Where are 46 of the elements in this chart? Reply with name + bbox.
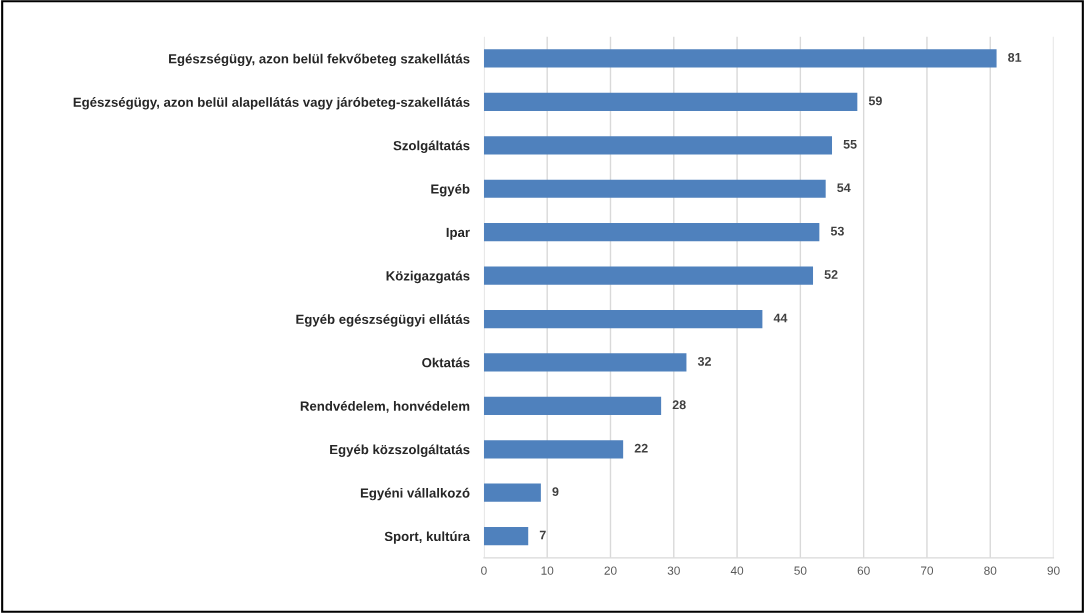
x-tick-label: 40 bbox=[730, 566, 744, 575]
bar bbox=[483, 396, 662, 415]
data-label: 28 bbox=[672, 400, 686, 410]
x-tick-label: 20 bbox=[604, 566, 617, 575]
y-tick-label: Egyéni vállalkozó bbox=[360, 487, 470, 501]
bar bbox=[483, 136, 833, 155]
x-tick-label: 60 bbox=[857, 566, 870, 575]
y-tick-label: Egyéb egészségügyi ellátás bbox=[296, 314, 470, 327]
data-label: 32 bbox=[697, 356, 711, 366]
data-label: 54 bbox=[837, 183, 851, 193]
x-tick-label: 0 bbox=[481, 566, 487, 575]
bar bbox=[483, 92, 858, 112]
bar bbox=[483, 179, 826, 198]
bar bbox=[483, 527, 529, 546]
y-tick-label: Oktatás bbox=[422, 357, 470, 368]
bar bbox=[483, 440, 624, 459]
data-label: 59 bbox=[868, 96, 882, 106]
y-tick-label: Ipar bbox=[446, 227, 470, 240]
y-tick-label: Rendvédelem, honvédelem bbox=[300, 400, 470, 413]
x-tick-label: 50 bbox=[794, 566, 807, 575]
data-label: 9 bbox=[552, 487, 559, 497]
y-tick-label: Egészségügy, azon belül alapellátás vagy járóbeteg-szakellátás bbox=[73, 97, 470, 110]
x-tick-label: 90 bbox=[1047, 566, 1060, 575]
x-tick-label: 30 bbox=[667, 566, 680, 575]
bar bbox=[483, 353, 687, 372]
data-label: 52 bbox=[824, 270, 838, 279]
x-tick-label: 80 bbox=[984, 566, 997, 575]
x-tick-label: 70 bbox=[920, 566, 934, 575]
y-tick-label: Szolgáltatás bbox=[393, 140, 470, 153]
data-label: 44 bbox=[773, 313, 788, 323]
bar bbox=[483, 223, 820, 242]
y-tick-label: Egyéb bbox=[431, 183, 470, 197]
data-label: 22 bbox=[634, 443, 648, 453]
data-label: 81 bbox=[1008, 52, 1022, 62]
bar bbox=[483, 266, 814, 285]
data-label: 53 bbox=[830, 226, 844, 236]
y-tick-label: Sport, kultúra bbox=[384, 531, 471, 544]
y-tick-label: Egyéb közszolgáltatás bbox=[330, 444, 470, 457]
data-label: 7 bbox=[539, 530, 546, 540]
y-tick-label: Egészségügy, azon belül fekvőbeteg szakellátás bbox=[169, 53, 470, 67]
bar bbox=[483, 483, 541, 502]
y-tick-label: Közigazgatás bbox=[386, 270, 470, 284]
bar bbox=[483, 49, 997, 68]
data-label: 55 bbox=[843, 139, 857, 149]
bar bbox=[483, 309, 763, 329]
x-tick-label: 10 bbox=[541, 566, 554, 575]
